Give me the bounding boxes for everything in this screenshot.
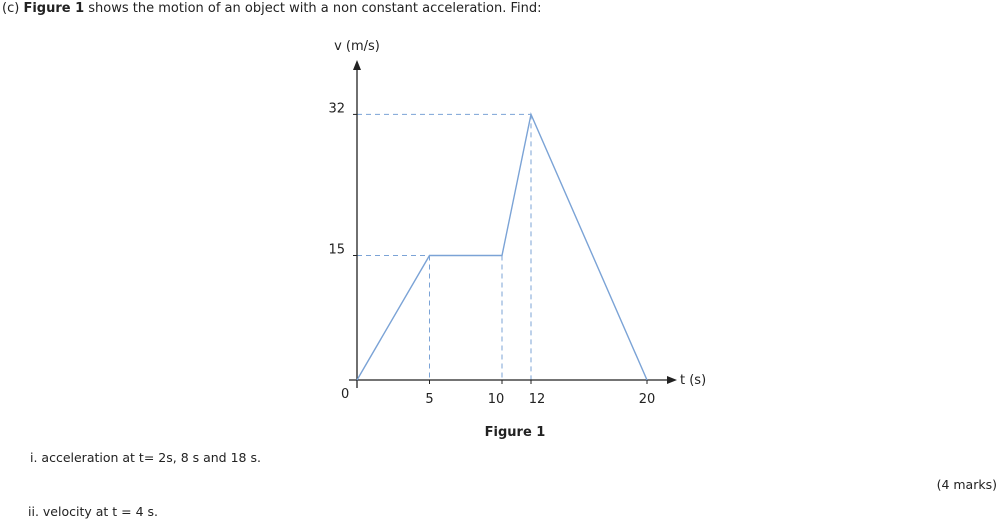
y-axis-label: v (m/s) <box>334 39 380 54</box>
y-axis-arrow <box>353 60 361 70</box>
origin-label: 0 <box>341 387 349 402</box>
axis-ticks: 5 10 12 20 15 32 <box>328 101 655 407</box>
x-axis-label: t (s) <box>680 373 706 388</box>
question-rest: shows the motion of an object with a non… <box>84 1 542 16</box>
x-axis-arrow <box>667 376 677 384</box>
part-ii: ii. velocity at t = 4 s. <box>28 504 158 519</box>
guide-lines <box>357 113 532 380</box>
y-tick-label-15: 15 <box>328 243 345 258</box>
x-tick-label-5: 5 <box>425 392 433 407</box>
question-figure-ref: Figure 1 <box>23 1 85 16</box>
x-tick-label-10: 10 <box>488 392 505 407</box>
velocity-series-line <box>356 112 648 381</box>
figure-caption: Figure 1 <box>485 425 546 440</box>
question-text: (c) Figure 1 shows the motion of an obje… <box>2 1 541 16</box>
part-i: i. acceleration at t= 2s, 8 s and 18 s. <box>30 450 261 465</box>
question-prefix: (c) <box>2 1 24 16</box>
y-tick-label-32: 32 <box>328 101 345 116</box>
x-tick-label-20: 20 <box>639 392 656 407</box>
marks-label: (4 marks) <box>936 477 997 492</box>
x-tick-label-12: 12 <box>529 392 546 407</box>
velocity-time-chart: 5 10 12 20 15 32 v (m/s) t (s) 0 Figure 1 <box>328 39 706 440</box>
